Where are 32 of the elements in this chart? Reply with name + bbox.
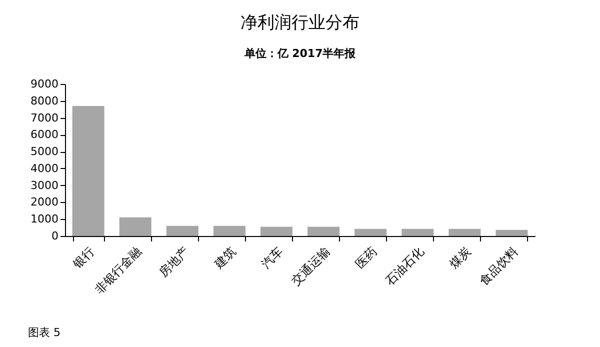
bar: [213, 226, 246, 236]
y-tick-label: 7000: [30, 111, 58, 124]
bar: [260, 226, 292, 236]
text: 图表 5: [28, 325, 60, 340]
bar: [72, 106, 104, 236]
y-tick-label: 4000: [30, 162, 58, 175]
y-tick-label: 5000: [30, 145, 58, 158]
bar: [308, 226, 340, 236]
chart-title: 净利润行业分布: [240, 13, 360, 33]
x-tick-label: 银行: [70, 244, 98, 272]
x-tick-label: 建筑: [210, 244, 238, 272]
y-tick-label: 0: [52, 230, 58, 242]
y-tick-label: 6000: [30, 128, 58, 142]
chart-subtitle: 单位：亿 2017半年报: [243, 47, 357, 60]
y-tick-label: 9000: [30, 78, 58, 90]
y-tick-label: 1000: [30, 212, 58, 226]
bar: [448, 228, 481, 236]
x-tick-label: 汽车: [258, 244, 286, 271]
bar: [496, 230, 528, 236]
x-tick-label: 交通运输: [288, 244, 333, 288]
x-tick-label: 医药: [352, 244, 380, 271]
bar: [354, 228, 387, 236]
y-tick-label: 8000: [30, 94, 58, 108]
x-tick-label: 食品饮料: [476, 244, 521, 288]
x-tick-label: 石油石化: [382, 244, 427, 288]
bar: [402, 228, 434, 236]
y-tick-label: 3000: [30, 178, 58, 192]
y-tick-label: 2000: [30, 196, 58, 209]
x-tick-label: 房地产: [156, 244, 192, 280]
x-tick-label: 煤炭: [446, 244, 474, 271]
bar: [119, 217, 152, 236]
bar: [166, 226, 198, 236]
